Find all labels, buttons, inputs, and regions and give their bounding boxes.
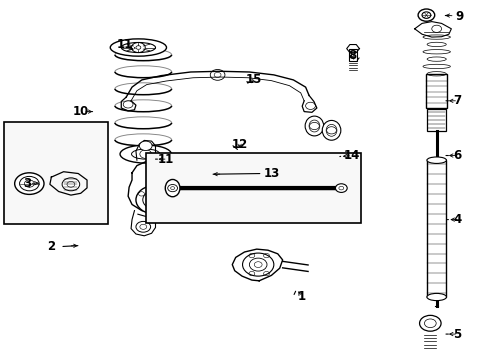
Text: 2: 2 — [47, 240, 55, 253]
Text: 9: 9 — [455, 10, 463, 23]
Text: 11: 11 — [116, 39, 133, 51]
Text: 14: 14 — [343, 149, 360, 162]
Bar — [4, 122, 107, 224]
Bar — [426, 160, 446, 297]
Circle shape — [139, 141, 152, 150]
Text: 8: 8 — [347, 49, 355, 62]
Ellipse shape — [110, 39, 166, 56]
Text: 6: 6 — [452, 149, 460, 162]
Circle shape — [136, 185, 175, 214]
Circle shape — [170, 186, 174, 189]
Circle shape — [136, 221, 150, 232]
Circle shape — [335, 184, 346, 192]
Circle shape — [242, 253, 273, 276]
Text: 4: 4 — [452, 213, 460, 226]
Ellipse shape — [305, 116, 323, 136]
Ellipse shape — [322, 120, 340, 140]
Text: 1: 1 — [297, 291, 305, 303]
Ellipse shape — [165, 179, 180, 197]
Text: 7: 7 — [452, 94, 460, 107]
Ellipse shape — [426, 293, 446, 301]
Ellipse shape — [426, 157, 446, 163]
Text: 12: 12 — [231, 138, 247, 150]
Bar — [145, 153, 360, 223]
Ellipse shape — [120, 145, 171, 163]
Circle shape — [136, 46, 141, 49]
Text: 10: 10 — [72, 105, 89, 118]
Text: 11: 11 — [158, 153, 174, 166]
Bar — [348, 49, 356, 61]
Bar — [425, 74, 447, 108]
Text: 13: 13 — [263, 167, 279, 180]
Text: 3: 3 — [23, 177, 31, 190]
Text: 15: 15 — [245, 73, 262, 86]
Text: 5: 5 — [452, 328, 460, 341]
Circle shape — [15, 173, 44, 194]
Circle shape — [62, 178, 80, 191]
Bar — [426, 109, 446, 131]
Circle shape — [419, 315, 440, 331]
